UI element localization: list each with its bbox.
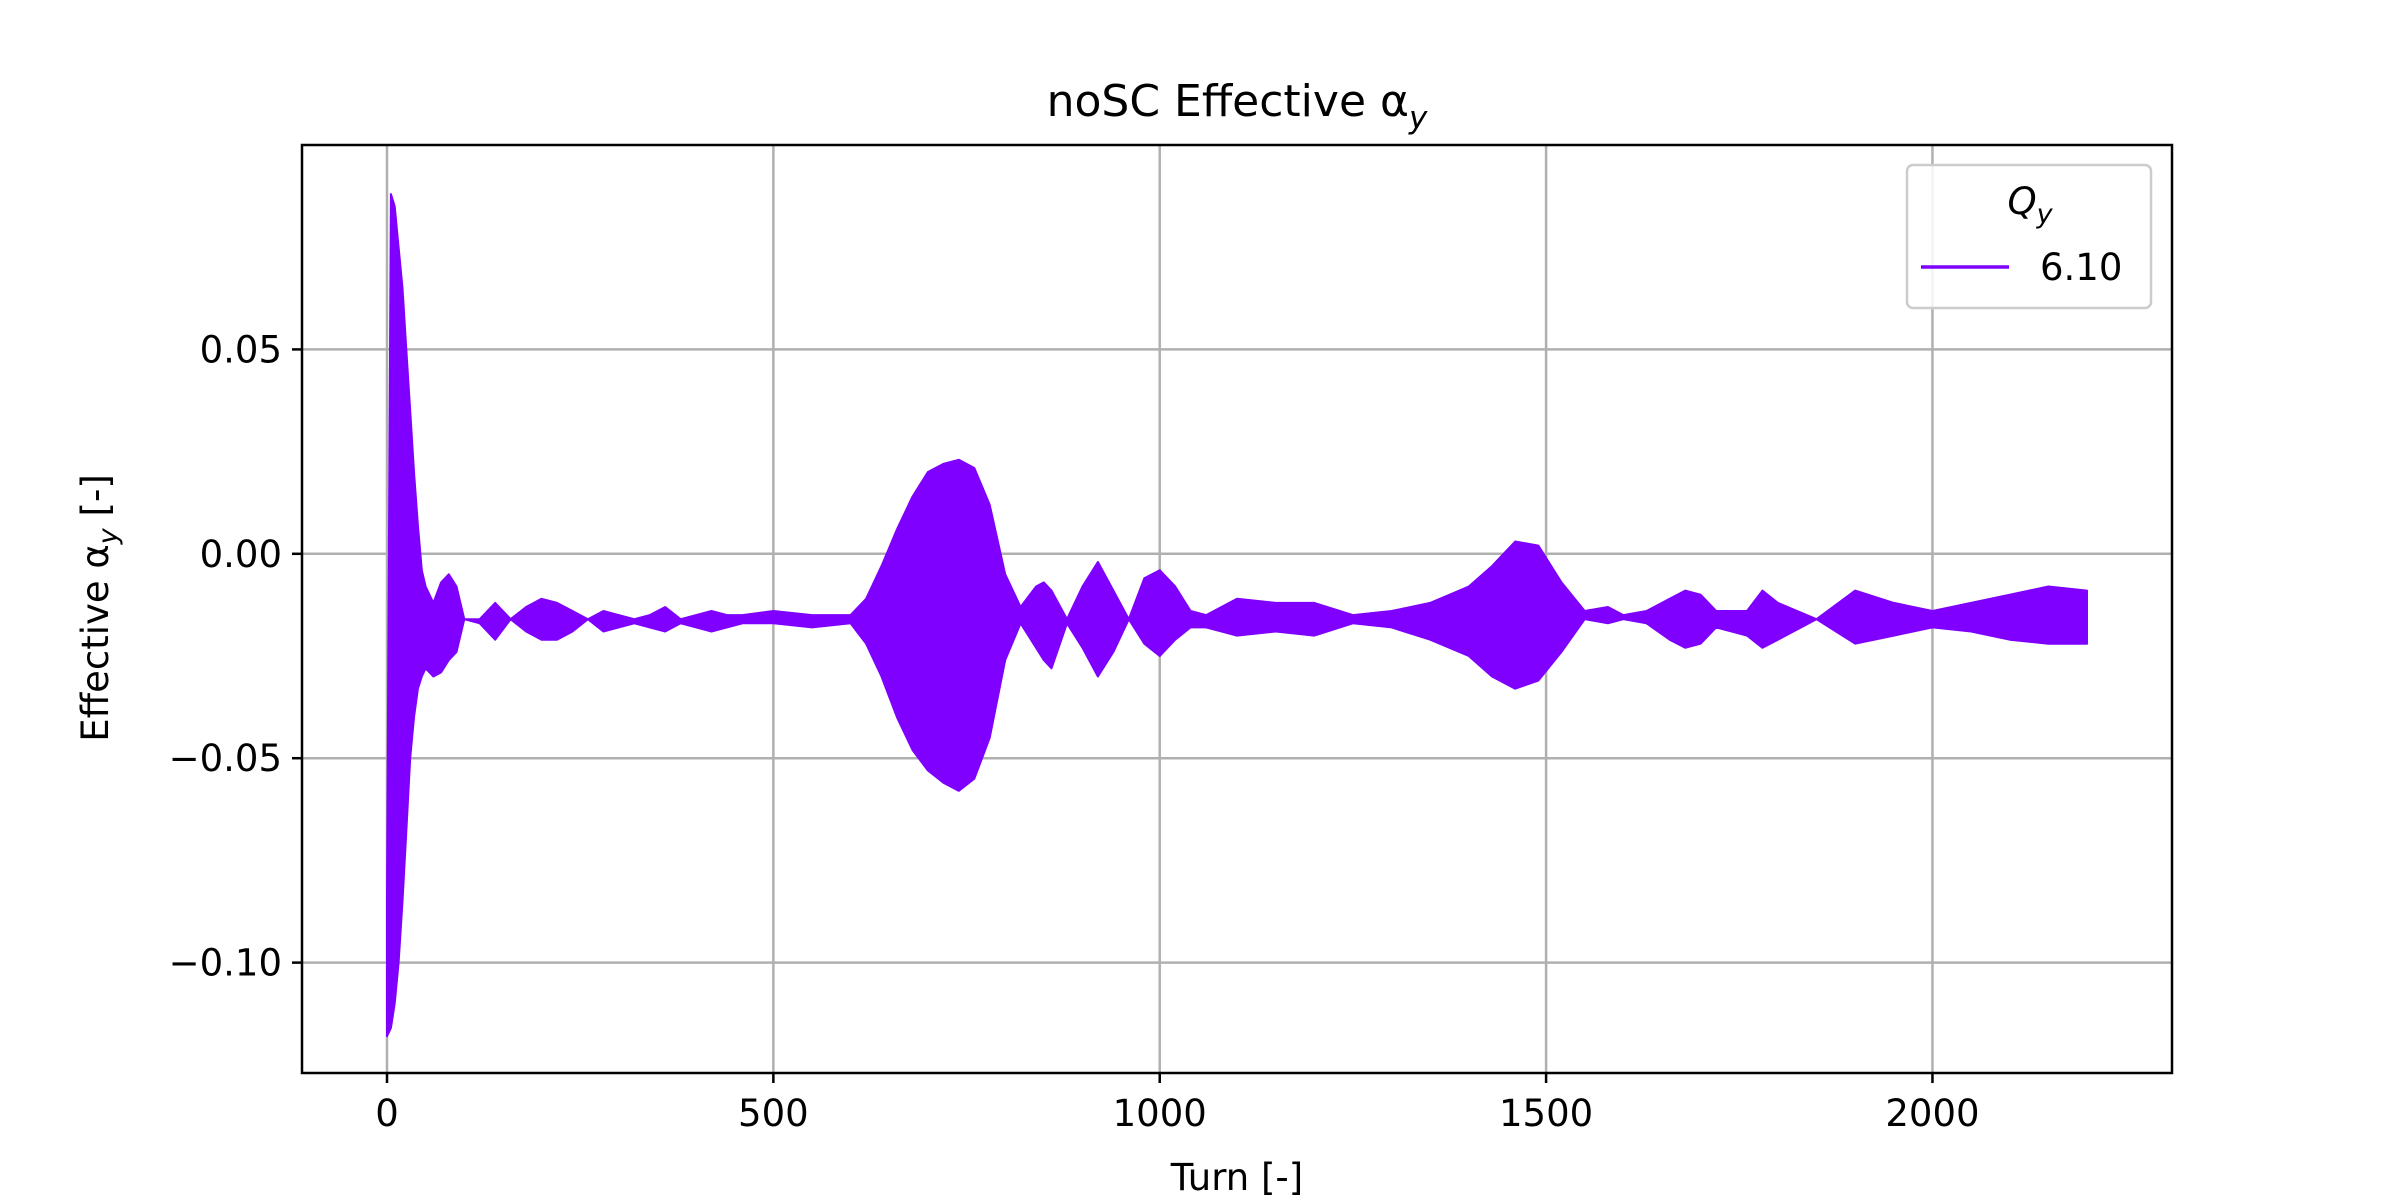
series-layer [386,193,2088,1038]
y-tick-label: −0.05 [169,737,282,780]
x-tick-label: 0 [375,1092,399,1135]
x-tick-label: 1500 [1499,1092,1593,1135]
x-axis-label: Turn [-] [1170,1156,1303,1199]
x-tick-label: 500 [738,1092,809,1135]
chart-title-text: noSC Effective α [1047,76,1409,127]
legend-box [1905,163,2153,310]
chart-title: noSC Effective αy [1047,76,1428,136]
y-axis-label-unit: [-] [74,474,117,528]
y-axis-label-text: Effective α [74,544,117,742]
y-axis-label: Effective αy [-] [74,474,124,742]
plot-frame [300,143,2174,1075]
series-band-6-10 [386,193,2088,1038]
y-tick-label: 0.05 [200,328,282,371]
legend-label-6-10: 6.10 [2040,246,2122,289]
legend-title-subscript: y [2036,199,2054,230]
chart-title-subscript: y [1408,100,1428,136]
x-axis-ticks: 0 500 1000 1500 2000 [375,1073,1980,1135]
y-tick-label: −0.10 [169,942,282,985]
y-axis-ticks: 0.05 0.00 −0.05 −0.10 [169,328,302,985]
x-tick-label: 2000 [1885,1092,1979,1135]
y-tick-label: 0.00 [200,533,282,576]
y-axis-label-subscript: y [93,527,124,545]
legend-title: Qy [2007,180,2053,230]
x-tick-label: 1000 [1113,1092,1207,1135]
legend-title-text: Q [2007,180,2036,223]
legend: Qy 6.10 [1905,163,2153,310]
